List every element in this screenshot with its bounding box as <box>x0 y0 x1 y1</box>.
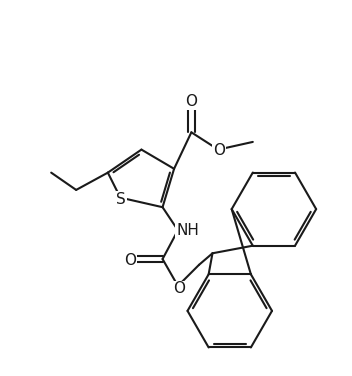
Text: O: O <box>213 143 225 158</box>
Text: S: S <box>117 192 126 207</box>
Text: O: O <box>186 94 197 109</box>
Text: O: O <box>124 253 136 268</box>
Text: O: O <box>173 281 185 296</box>
Text: NH: NH <box>176 223 199 238</box>
